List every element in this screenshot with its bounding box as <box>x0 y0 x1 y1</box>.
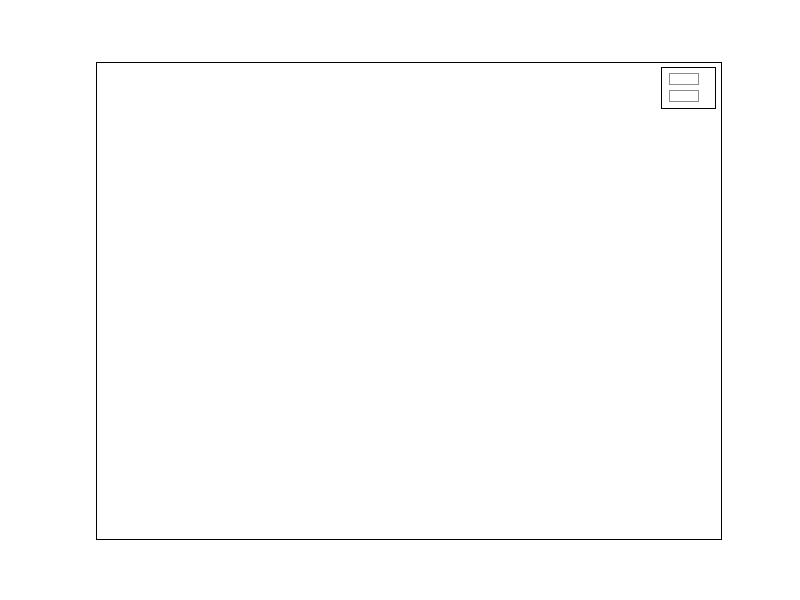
legend-item-tp <box>669 73 707 85</box>
legend-swatch-tp <box>669 73 699 85</box>
legend-item-fp <box>669 90 707 102</box>
plot-area <box>96 62 722 540</box>
legend-swatch-fp <box>669 90 699 102</box>
legend <box>661 67 716 109</box>
